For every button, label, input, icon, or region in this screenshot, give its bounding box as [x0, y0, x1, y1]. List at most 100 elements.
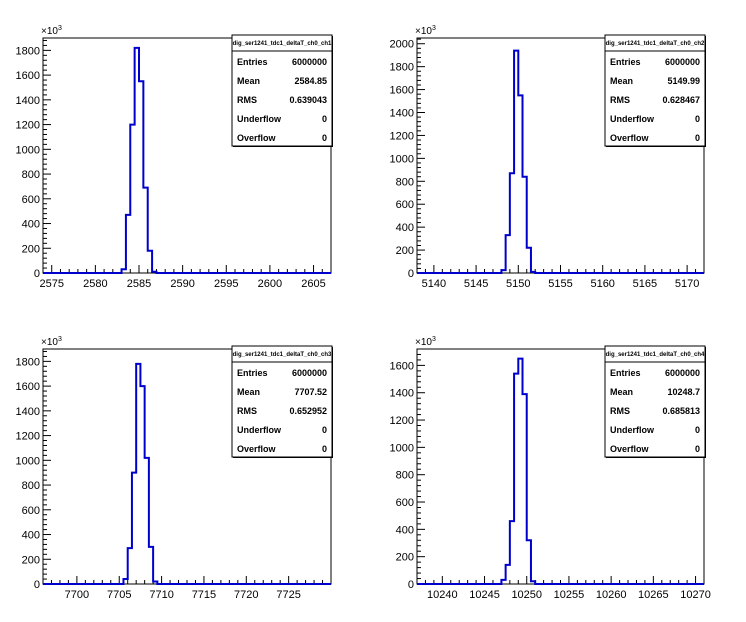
stats-value: 5149.99	[667, 76, 700, 86]
y-tick-label: 400	[396, 222, 414, 234]
stats-box-frame	[604, 345, 706, 458]
y-tick-label: 1200	[16, 120, 40, 132]
y-tick-label: 800	[22, 480, 40, 492]
stats-label: Mean	[237, 387, 260, 397]
stats-label: Mean	[610, 76, 633, 86]
y-tick-label: 600	[22, 194, 40, 206]
stats-box: dig_ser1241_tdc1_deltaT_ch0_ch2 Entries 60…	[604, 34, 706, 147]
y-tick-label: 1000	[390, 153, 414, 165]
y-tick-label: 200	[396, 552, 414, 564]
y-tick-label: 200	[22, 554, 40, 566]
stats-label: Overflow	[610, 444, 650, 454]
stats-label: Entries	[237, 57, 268, 67]
y-tick-label: 0	[34, 579, 40, 591]
stats-value: 6000000	[665, 57, 700, 67]
stats-value: 2584.85	[294, 76, 327, 86]
y-multiplier-exponent: 3	[432, 25, 436, 32]
y-tick-label: 1000	[16, 144, 40, 156]
stats-value: 0	[322, 133, 327, 143]
y-multiplier-exponent: 3	[58, 336, 62, 343]
y-multiplier-base: ×10	[41, 26, 58, 37]
y-tick-label: 1200	[16, 431, 40, 443]
y-tick-label: 1800	[16, 356, 40, 368]
y-tick-label: 400	[22, 530, 40, 542]
stats-label: Mean	[237, 76, 260, 86]
y-multiplier-label: ×103	[415, 336, 436, 348]
y-tick-label: 1000	[16, 455, 40, 467]
x-tick-label: 2595	[214, 278, 238, 290]
x-tick-label: 5160	[590, 278, 614, 290]
stats-label: Overflow	[610, 133, 650, 143]
x-tick-label: 7705	[107, 589, 131, 601]
stats-box: dig_ser1241_tdc1_deltaT_ch0_ch1 Entries 60…	[231, 34, 333, 147]
stats-label: Underflow	[237, 425, 282, 435]
y-tick-label: 1400	[390, 108, 414, 120]
y-tick-label: 400	[22, 219, 40, 231]
stats-value: 0.685813	[662, 406, 700, 416]
histogram-pad-3: 7700 7705 7710 7715 7720 7725 0 200 400 600 800 100…	[16, 336, 333, 601]
y-tick-label: 600	[396, 199, 414, 211]
y-tick-label: 1600	[16, 70, 40, 82]
stats-value: 6000000	[665, 368, 700, 378]
y-tick-label: 1200	[390, 130, 414, 142]
y-tick-label: 0	[408, 579, 414, 591]
y-tick-label: 600	[396, 497, 414, 509]
x-tick-label: 10245	[469, 589, 500, 601]
histogram-series-line	[43, 362, 331, 585]
stats-label: Underflow	[610, 114, 655, 124]
stats-label: Underflow	[237, 114, 282, 124]
stats-title: dig_ser1241_tdc1_deltaT_ch0_ch2	[606, 41, 705, 47]
y-tick-label: 1600	[390, 85, 414, 97]
x-tick-label: 10255	[554, 589, 585, 601]
y-multiplier-exponent: 3	[58, 25, 62, 32]
x-tick-label: 5165	[633, 278, 657, 290]
y-tick-label: 1800	[390, 62, 414, 74]
stats-label: Overflow	[237, 444, 277, 454]
y-tick-label: 1600	[390, 360, 414, 372]
histogram-pad-1: 2575 2580 2585 2590 2595 2600 2605 0 200 400 600 80…	[16, 25, 333, 290]
x-tick-label: 5150	[506, 278, 530, 290]
y-tick-label: 600	[22, 505, 40, 517]
x-tick-label: 2605	[301, 278, 325, 290]
x-tick-label: 2585	[127, 278, 151, 290]
x-tick-label: 10250	[511, 589, 542, 601]
x-tick-label: 5155	[548, 278, 572, 290]
stats-title: dig_ser1241_tdc1_deltaT_ch0_ch4	[606, 352, 705, 358]
stats-box-frame	[231, 345, 333, 458]
stats-label: Mean	[610, 387, 633, 397]
stats-box: dig_ser1241_tdc1_deltaT_ch0_ch4 Entries 60…	[604, 345, 706, 458]
y-tick-label: 1400	[16, 95, 40, 107]
histogram-series-line	[417, 49, 704, 274]
stats-value: 0	[695, 133, 700, 143]
x-tick-label: 5140	[422, 278, 446, 290]
x-tick-label: 7715	[192, 589, 216, 601]
x-tick-label: 2600	[258, 278, 282, 290]
y-multiplier-label: ×103	[41, 336, 62, 348]
stats-label: Entries	[237, 368, 268, 378]
y-tick-label: 1200	[390, 415, 414, 427]
y-tick-label: 1800	[16, 45, 40, 57]
stats-value: 0	[322, 114, 327, 124]
stats-box-frame	[604, 34, 706, 147]
x-tick-label: 2580	[83, 278, 107, 290]
histogram-pad-4: 10240 10245 10250 10255 10260 10265 10270 0 200 4…	[390, 336, 711, 601]
y-multiplier-base: ×10	[41, 337, 58, 348]
stats-box: dig_ser1241_tdc1_deltaT_ch0_ch3 Entries 60…	[231, 345, 333, 458]
x-tick-label: 10260	[596, 589, 627, 601]
stats-value: 0	[322, 444, 327, 454]
x-tick-label: 5145	[464, 278, 488, 290]
stats-value: 0	[695, 114, 700, 124]
y-tick-label: 2000	[390, 39, 414, 51]
stats-value: 0.628467	[662, 95, 700, 105]
stats-value: 6000000	[292, 368, 327, 378]
x-tick-label: 7710	[149, 589, 173, 601]
stats-label: Entries	[610, 368, 641, 378]
stats-title: dig_ser1241_tdc1_deltaT_ch0_ch1	[233, 41, 332, 47]
y-tick-label: 0	[408, 268, 414, 280]
y-multiplier-base: ×10	[415, 26, 432, 37]
stats-value: 0	[695, 425, 700, 435]
stats-value: 0.652952	[289, 406, 327, 416]
histogram-series-line	[43, 46, 331, 274]
y-tick-label: 1400	[390, 388, 414, 400]
stats-label: Overflow	[237, 133, 277, 143]
